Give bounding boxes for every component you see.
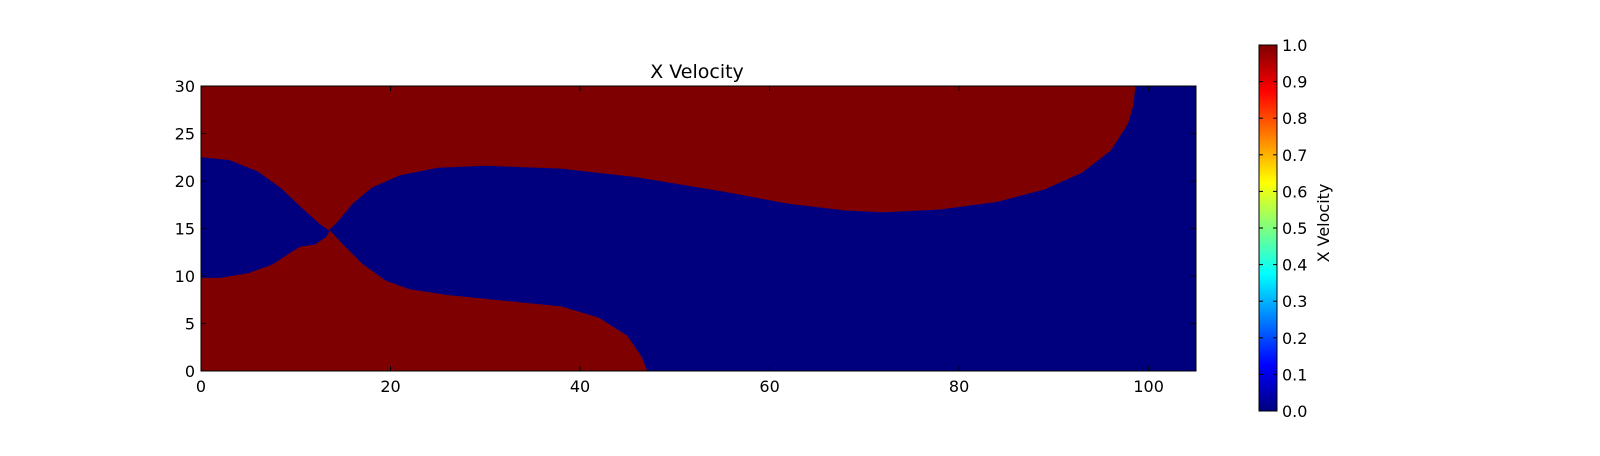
colorbar-tick-label: 0.6 (1282, 182, 1307, 201)
x-tick-label: 0 (196, 377, 206, 396)
colorbar-tick-label: 0.0 (1282, 402, 1307, 421)
colorbar-tick-label: 0.7 (1282, 146, 1307, 165)
x-tick-label: 20 (380, 377, 400, 396)
y-tick-label: 15 (175, 220, 195, 239)
y-tick-label: 30 (175, 77, 195, 96)
colorbar-tick-label: 0.2 (1282, 329, 1307, 348)
axes: 0 20 40 60 80 100 0 5 10 15 20 25 30 (175, 77, 1197, 396)
colorbar-label: X Velocity (1314, 184, 1333, 263)
colorbar-tick-label: 0.9 (1282, 73, 1307, 92)
y-tick-label: 5 (185, 315, 195, 334)
colorbar-tick-label: 0.5 (1282, 219, 1307, 238)
high-velocity-region-2 (201, 230, 648, 371)
x-tick-label: 80 (949, 377, 969, 396)
colorbar-tick-label: 1.0 (1282, 36, 1307, 55)
y-tick-label: 20 (175, 172, 195, 191)
colorbar-tick-label: 0.4 (1282, 256, 1307, 275)
plot-area (201, 86, 1196, 371)
x-tick-label: 100 (1133, 377, 1164, 396)
x-tick-label: 40 (570, 377, 590, 396)
colorbar-tick-label: 0.3 (1282, 292, 1307, 311)
y-tick-label: 10 (175, 267, 195, 286)
chart-title: X Velocity (650, 61, 744, 83)
colorbar-tick-label: 0.1 (1282, 365, 1307, 384)
y-tick-label: 25 (175, 125, 195, 144)
x-tick-label: 60 (759, 377, 779, 396)
colorbar: 0.0 0.1 0.2 0.3 0.4 0.5 0.6 0.7 0.8 0.9 1.0 (1258, 36, 1307, 421)
y-tick-label: 0 (185, 362, 195, 381)
colorbar-tick-label: 0.8 (1282, 109, 1307, 128)
high-velocity-region-1 (201, 86, 1136, 231)
